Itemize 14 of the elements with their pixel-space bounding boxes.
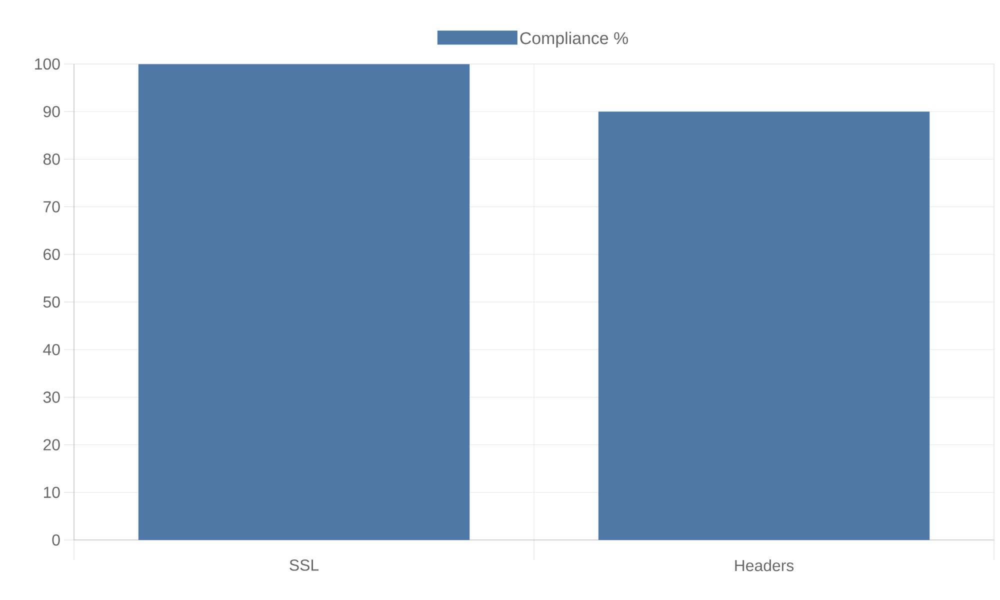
y-tick-label: 30: [43, 392, 60, 403]
legend-label: Compliance %: [520, 32, 628, 48]
y-tick-label: 10: [44, 486, 60, 498]
y-tick-label: 100: [35, 58, 60, 70]
y-tick-label: 60: [44, 248, 60, 260]
y-tick-label: 70: [44, 201, 60, 212]
y-tick-label: 80: [43, 154, 60, 165]
y-tick-label: 20: [44, 439, 60, 450]
y-tick-label: 50: [43, 296, 60, 308]
x-tick-label: Headers: [735, 560, 794, 572]
y-tick-label: 40: [43, 344, 60, 356]
y-tick-label: 90: [44, 106, 60, 118]
y-tick-label: 0: [52, 534, 60, 546]
x-tick-label: SSL: [290, 560, 319, 571]
